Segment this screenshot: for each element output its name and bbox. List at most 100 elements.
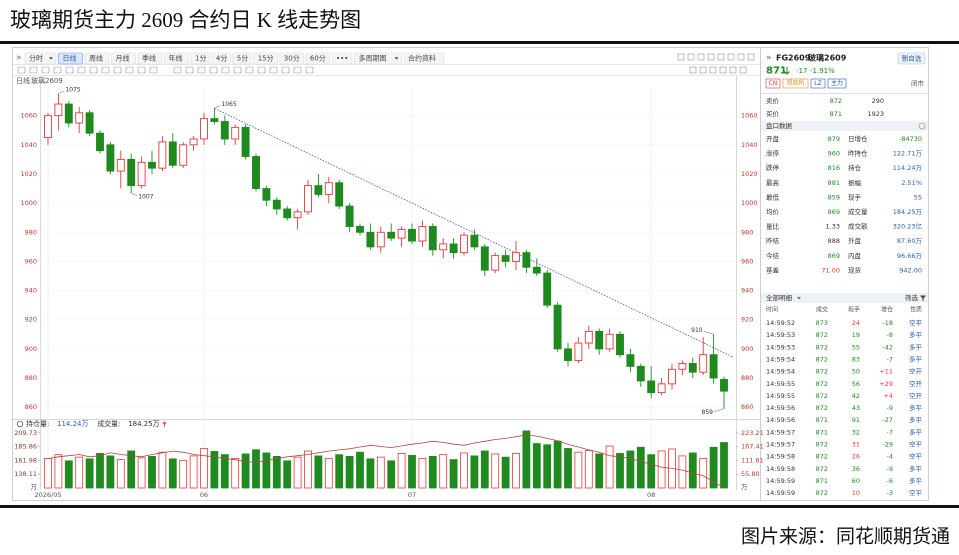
book-label: 买价 [766, 110, 780, 118]
section-header [761, 293, 928, 303]
toolbar-button-label[interactable]: 1分 [195, 54, 206, 63]
toolbar-button[interactable] [190, 52, 210, 65]
candle-body [127, 158, 136, 187]
trade-cell: 36 [852, 465, 860, 473]
trade-cell: 14:59:57 [766, 441, 795, 449]
volume-bar [168, 458, 177, 489]
toolbar-button-label[interactable]: 年线 [169, 54, 183, 63]
section-title: 盘口数据 [766, 121, 793, 130]
trade-cell: 55 [852, 343, 860, 351]
toolbar-button-label[interactable]: 分时 [29, 54, 43, 63]
trade-cell: -7 [887, 428, 893, 436]
volume-bar [564, 448, 572, 489]
volume-bar [512, 453, 520, 489]
candle-body [241, 126, 250, 157]
trade-cell: 空开 [909, 391, 923, 400]
book-price: 871 [830, 110, 842, 118]
toolbar-button-label[interactable]: 周线 [89, 54, 103, 63]
toolbar-button[interactable] [279, 52, 304, 65]
trade-cell: -29 [882, 441, 893, 449]
toolbar-button[interactable] [137, 52, 163, 65]
toolbar-button-label[interactable]: 30分 [284, 54, 300, 63]
toolbar-button[interactable] [403, 52, 445, 65]
watchlist-button-label[interactable]: 删自选 [902, 54, 922, 63]
toolbar-button[interactable] [253, 52, 278, 65]
candle-body [335, 182, 344, 207]
toolbar-button-label[interactable]: ••• [336, 55, 348, 63]
volume-bar [626, 450, 635, 489]
trade-cell: +4 [883, 392, 893, 400]
stat-value: 888 [828, 237, 840, 245]
trade-cell: 871 [816, 428, 828, 436]
volume-bar [356, 451, 364, 489]
toolbar-button[interactable] [58, 52, 83, 65]
volume-bar [595, 453, 604, 489]
toolbar-button-label[interactable]: 季线 [142, 54, 156, 63]
bottom-rule [0, 505, 959, 508]
toolbar-button[interactable] [24, 52, 57, 65]
stat-label: 成交额 [848, 222, 868, 231]
volume-bar [376, 456, 385, 489]
toolbar-button[interactable] [354, 52, 402, 65]
volume-bar [532, 443, 541, 489]
trade-cell: -4 [887, 453, 893, 461]
toolbar-button[interactable] [211, 52, 231, 65]
volume-bar [220, 454, 229, 489]
trade-cell: -9 [887, 465, 893, 473]
trade-cell: 多平 [909, 403, 923, 412]
filter-button[interactable]: 筛选 [905, 293, 919, 302]
top-rule [0, 41, 959, 44]
y-tick-label-right: 1060 [741, 112, 758, 120]
collapse-icon[interactable]: » [16, 53, 22, 63]
candle-body [96, 132, 104, 152]
toolbar-button-label[interactable]: 15分 [258, 54, 274, 63]
toolbar-button-label[interactable]: 5分 [237, 54, 248, 63]
volume-bar [449, 459, 458, 489]
expand-icon[interactable]: » [766, 53, 772, 63]
tool-icon [257, 66, 266, 74]
candle-body [512, 252, 520, 262]
stat-label: 昨结 [766, 236, 780, 245]
toolbar-button-label[interactable]: 日线 [63, 54, 77, 63]
toolbar-button-label[interactable]: 60分 [310, 54, 326, 63]
detail-title: 全部明细 [766, 293, 793, 302]
stat-value: 87.60万 [897, 237, 923, 245]
candle-body [480, 246, 489, 271]
toolbar-button[interactable] [232, 52, 252, 65]
annotation-leader [703, 331, 714, 335]
volume-bar [366, 458, 375, 489]
candle-body [501, 255, 510, 262]
toolbar-button[interactable] [305, 52, 330, 65]
toolbar-button[interactable] [84, 52, 110, 65]
legend-value: 114.24万 [57, 420, 89, 428]
volume-bar [439, 454, 448, 489]
toolbar-button[interactable] [111, 52, 136, 65]
candle-body [553, 304, 562, 350]
source-note: 图片来源：同花顺期货通 [741, 526, 950, 548]
toolbar-button[interactable] [164, 52, 189, 65]
toolbar-button[interactable] [331, 52, 353, 65]
toolbar-button-label[interactable]: 多周期图 [359, 54, 387, 63]
watchlist-button[interactable] [897, 52, 926, 65]
window-icon [709, 66, 717, 74]
candle-body [44, 115, 52, 139]
volume-bar [283, 460, 292, 489]
tool-icon [293, 66, 302, 74]
candle-body [262, 188, 271, 201]
trade-cell: -8 [887, 331, 893, 339]
trade-cell: 14:59:57 [766, 428, 795, 436]
toolbar-button-label[interactable]: 4分 [216, 54, 227, 63]
trade-cell: 60 [852, 477, 860, 485]
volume-bar [293, 456, 302, 489]
y-tick-label: 920 [25, 316, 37, 324]
trade-cell: 872 [816, 355, 828, 363]
trade-cell: 10 [852, 489, 860, 497]
toolbar-button-label[interactable]: 合约资料 [408, 54, 436, 63]
annotation-leader [58, 90, 65, 95]
toolbar-button-label[interactable]: 月线 [116, 54, 130, 63]
candle-body [179, 144, 188, 166]
y-tick-label-right: 960 [741, 257, 753, 265]
y-tick-label: 940 [25, 287, 37, 295]
book-price: 872 [830, 97, 842, 105]
chart-instrument: 玻璃2609 [31, 76, 63, 85]
